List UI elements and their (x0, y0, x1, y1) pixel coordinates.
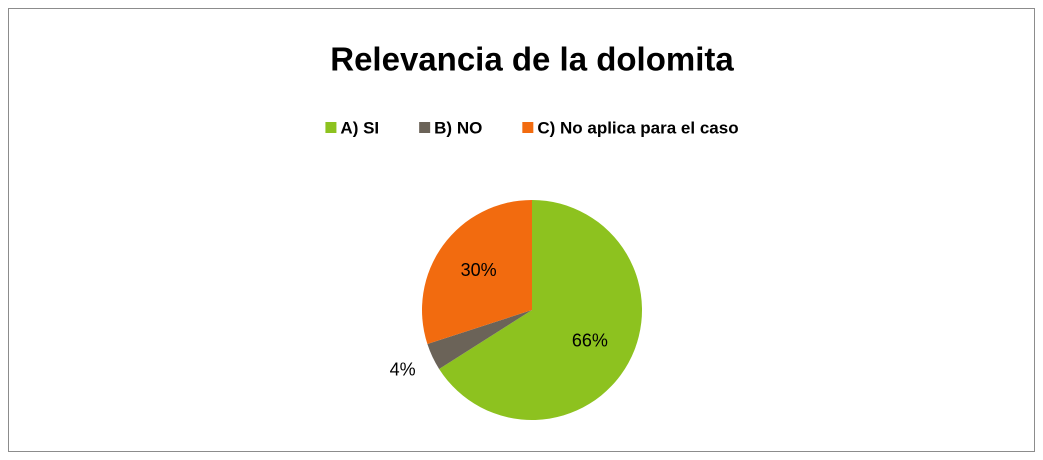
pie-slice (427, 310, 532, 369)
legend-swatch (522, 122, 534, 133)
data-label: 4% (390, 360, 416, 380)
legend-label: C) No aplica para el caso (537, 118, 738, 137)
data-label: 66% (572, 331, 608, 351)
legend-swatch (325, 122, 337, 133)
chart-title: Relevancia de la dolomita (330, 41, 734, 78)
legend-label: B) NO (434, 118, 482, 137)
pie-slice (439, 200, 642, 421)
legend-label: A) SI (340, 118, 379, 137)
pie-slice (422, 200, 532, 344)
legend-swatch (419, 122, 431, 133)
data-label: 30% (461, 260, 497, 280)
